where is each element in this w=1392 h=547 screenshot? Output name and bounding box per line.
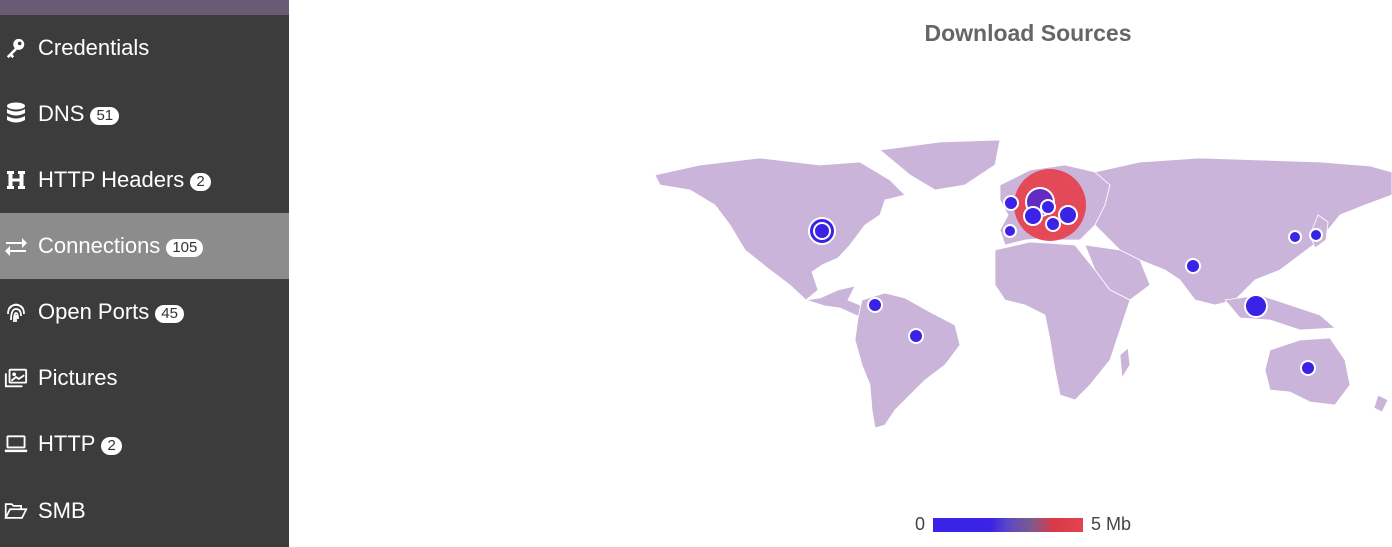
main-panel: Download Sources bbox=[289, 0, 1392, 547]
legend-max-label: 5 Mb bbox=[1091, 514, 1132, 534]
sidebar-item-dns[interactable]: DNS 51 bbox=[0, 81, 289, 147]
map-region-central-america bbox=[805, 285, 871, 319]
sidebar-item-credentials[interactable]: Credentials bbox=[0, 15, 289, 81]
sidebar-item-connections[interactable]: Connections 105 bbox=[0, 213, 289, 279]
map-region-new-zealand bbox=[1373, 394, 1389, 413]
sidebar-item-http-headers[interactable]: HTTP Headers 2 bbox=[0, 147, 289, 213]
map-legend: 0 5 Mb bbox=[915, 514, 1131, 535]
download-source-marker[interactable] bbox=[1003, 224, 1017, 238]
sidebar-item-http[interactable]: HTTP 2 bbox=[0, 411, 289, 477]
fingerprint-icon bbox=[4, 300, 28, 324]
download-source-marker[interactable] bbox=[1185, 258, 1201, 274]
map-region-indonesia bbox=[1224, 294, 1337, 331]
exchange-arrows-icon bbox=[4, 234, 28, 258]
sidebar-item-label: HTTP bbox=[38, 431, 96, 456]
folder-open-icon bbox=[4, 499, 28, 523]
database-icon bbox=[4, 102, 28, 126]
map-region-africa bbox=[994, 241, 1131, 401]
legend-min-label: 0 bbox=[915, 514, 926, 534]
download-source-marker[interactable] bbox=[1023, 206, 1043, 226]
download-source-marker-ring[interactable] bbox=[808, 217, 836, 245]
download-source-marker-inner bbox=[813, 222, 831, 240]
sidebar-item-label: Credentials bbox=[38, 35, 150, 60]
world-map[interactable] bbox=[289, 0, 1392, 547]
sidebar-item-open-ports[interactable]: Open Ports 45 bbox=[0, 279, 289, 345]
count-badge: 45 bbox=[155, 305, 184, 323]
download-source-marker[interactable] bbox=[908, 328, 924, 344]
map-title: Download Sources bbox=[924, 20, 1132, 46]
count-badge: 51 bbox=[90, 107, 120, 125]
count-badge: 105 bbox=[166, 239, 204, 257]
download-source-marker[interactable] bbox=[867, 297, 883, 313]
map-region-south-america bbox=[854, 292, 961, 429]
download-source-marker[interactable] bbox=[1045, 216, 1061, 232]
download-source-marker[interactable] bbox=[1288, 230, 1302, 244]
images-icon bbox=[4, 366, 28, 390]
map-region-north-america bbox=[654, 157, 906, 301]
map-region-greenland bbox=[879, 139, 1001, 191]
sidebar-top-strip bbox=[0, 0, 289, 15]
map-land bbox=[654, 139, 1392, 429]
download-source-marker[interactable] bbox=[1003, 195, 1019, 211]
sidebar-item-label: Pictures bbox=[38, 365, 118, 390]
sidebar-item-pictures[interactable]: Pictures bbox=[0, 345, 289, 411]
count-badge: 2 bbox=[101, 437, 122, 455]
sidebar-item-label: HTTP Headers bbox=[38, 167, 185, 192]
sidebar-item-smb[interactable]: SMB bbox=[0, 478, 289, 544]
sidebar-item-label: Connections bbox=[38, 233, 161, 258]
sidebar-item-label: SMB bbox=[38, 498, 86, 523]
map-region-asia bbox=[1094, 157, 1392, 306]
download-source-marker[interactable] bbox=[1058, 205, 1078, 225]
map-region-madagascar bbox=[1119, 347, 1131, 380]
sidebar-item-label: DNS bbox=[38, 101, 85, 126]
sidebar-item-label: Open Ports bbox=[38, 299, 150, 324]
key-icon bbox=[4, 36, 28, 60]
header-h-icon bbox=[4, 168, 28, 192]
download-source-marker[interactable] bbox=[1300, 360, 1316, 376]
download-source-marker[interactable] bbox=[1309, 228, 1323, 242]
sidebar: Credentials DNS 51 HTTP Headers 2 Connec… bbox=[0, 0, 289, 547]
bubble-layer bbox=[808, 169, 1323, 376]
download-source-marker[interactable] bbox=[1040, 199, 1056, 215]
legend-gradient-bar bbox=[933, 517, 1084, 532]
download-source-marker[interactable] bbox=[1244, 294, 1268, 318]
laptop-icon bbox=[4, 432, 28, 456]
count-badge: 2 bbox=[190, 173, 211, 191]
